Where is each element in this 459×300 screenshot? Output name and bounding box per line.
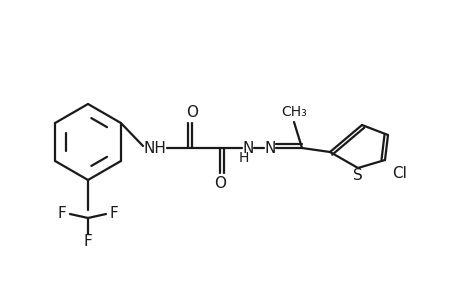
Text: F: F [109,206,118,221]
Text: CH₃: CH₃ [280,105,306,119]
Text: H: H [238,151,249,165]
Text: F: F [57,206,66,221]
Text: O: O [213,176,225,191]
Text: F: F [84,235,92,250]
Text: N: N [264,140,275,155]
Text: Cl: Cl [392,167,407,182]
Text: O: O [185,104,197,119]
Text: S: S [353,169,362,184]
Text: N: N [242,140,253,155]
Text: NH: NH [143,140,166,155]
